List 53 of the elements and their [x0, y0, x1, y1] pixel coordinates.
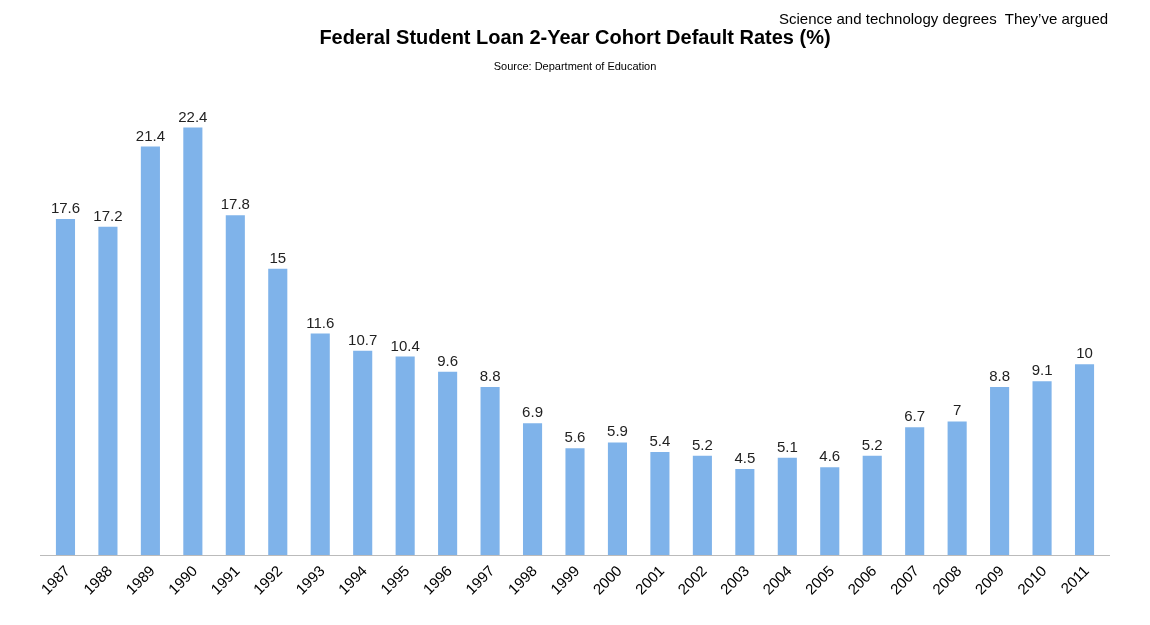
data-label: 15 [269, 248, 287, 266]
data-label: 8.8 [989, 367, 1011, 385]
data-label: 6.9 [522, 403, 543, 421]
data-label: 7 [952, 401, 962, 419]
chart-title: Federal Student Loan 2-Year Cohort Default Rates (%) [319, 25, 831, 48]
bar [1074, 364, 1095, 555]
data-label: 5.6 [564, 428, 586, 446]
bar [990, 387, 1010, 555]
bar [438, 371, 458, 555]
data-label: 9.1 [1031, 361, 1053, 379]
data-label: 10.7 [348, 330, 378, 348]
chart-subtitle: Source: Department of Education [493, 59, 657, 72]
data-label: 4.6 [819, 447, 841, 465]
bar [735, 469, 755, 555]
data-label: 17.8 [220, 195, 250, 213]
bar [777, 457, 797, 555]
bar [395, 356, 415, 555]
data-label: 21.4 [135, 126, 165, 144]
bar [98, 226, 118, 555]
bar [565, 448, 585, 555]
bar [692, 455, 712, 555]
data-label: 4.5 [734, 449, 756, 467]
data-label: 5.2 [861, 435, 883, 453]
data-label: 6.7 [904, 407, 926, 425]
data-label: 10.4 [390, 336, 420, 354]
data-label: 22.4 [178, 107, 208, 125]
data-label: 17.6 [50, 199, 81, 217]
data-label: 5.9 [607, 422, 628, 440]
data-label: 17.2 [93, 206, 123, 224]
bar [905, 427, 925, 555]
bar [353, 350, 373, 555]
bar [225, 215, 245, 555]
text: Science and technology degrees They’ve argued [779, 10, 1109, 27]
bar [522, 423, 543, 555]
bar [480, 387, 500, 555]
bar [140, 146, 160, 555]
bar [650, 451, 670, 555]
data-label: 5.4 [649, 431, 671, 449]
bar [607, 442, 628, 555]
data-label: 10 [1076, 344, 1093, 362]
bar [862, 455, 882, 555]
bar [268, 268, 288, 555]
bar [55, 219, 76, 555]
data-label: 8.8 [479, 367, 501, 385]
data-label: 9.6 [437, 351, 459, 369]
bar [947, 421, 967, 555]
data-label: 11.6 [306, 313, 335, 331]
data-label: 5.2 [691, 435, 713, 453]
bar [1032, 381, 1052, 555]
data-label: 5.1 [776, 437, 798, 455]
bar [183, 127, 203, 555]
bar [820, 467, 840, 555]
bar [310, 333, 330, 555]
